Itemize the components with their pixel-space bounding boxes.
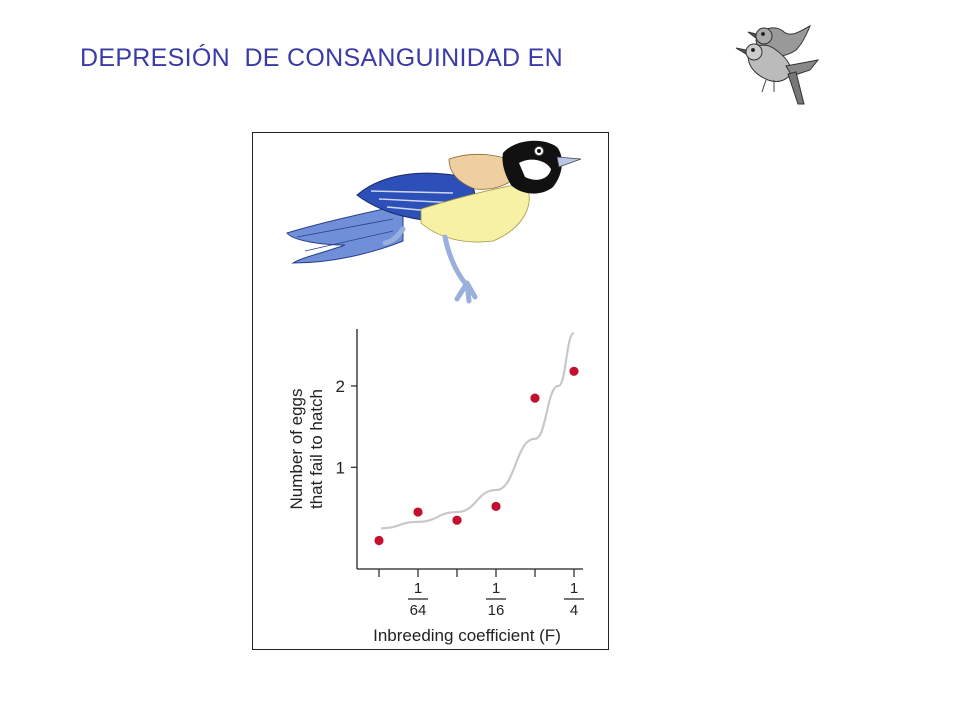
scatter-chart: 1 2 1 64 1 16 1 4 Inbreeding coefficient (F) Numb… (287, 329, 584, 645)
figure-panel: 1 2 1 64 1 16 1 4 Inbreeding coefficient (F) Numb… (252, 132, 609, 650)
x-tick-label-denominator: 64 (410, 602, 427, 619)
x-tick-label-denominator: 16 (488, 602, 505, 619)
y-axis-label-line: Number of eggs (287, 389, 306, 510)
fit-curve-line (380, 331, 576, 530)
data-point (413, 507, 423, 517)
two-birds-icon (735, 24, 820, 105)
data-point (491, 501, 501, 511)
data-point (452, 515, 462, 525)
data-point (374, 535, 384, 546)
x-axis-label: Inbreeding coefficient (F) (373, 626, 561, 645)
y-axis-label-line: that fail to hatch (307, 389, 326, 509)
x-tick-label-denominator: 4 (570, 602, 578, 619)
data-point (530, 393, 540, 403)
x-tick-label-numerator: 1 (570, 580, 578, 597)
x-tick-label-numerator: 1 (414, 580, 422, 597)
data-point (569, 366, 579, 376)
y-tick-label: 1 (336, 458, 345, 477)
x-tick-label-numerator: 1 (492, 580, 500, 597)
slide-title: DEPRESIÓN DE CONSANGUINIDAD EN (80, 44, 563, 72)
great-tit-bird-illustration (286, 140, 582, 304)
y-tick-label: 2 (336, 377, 345, 396)
